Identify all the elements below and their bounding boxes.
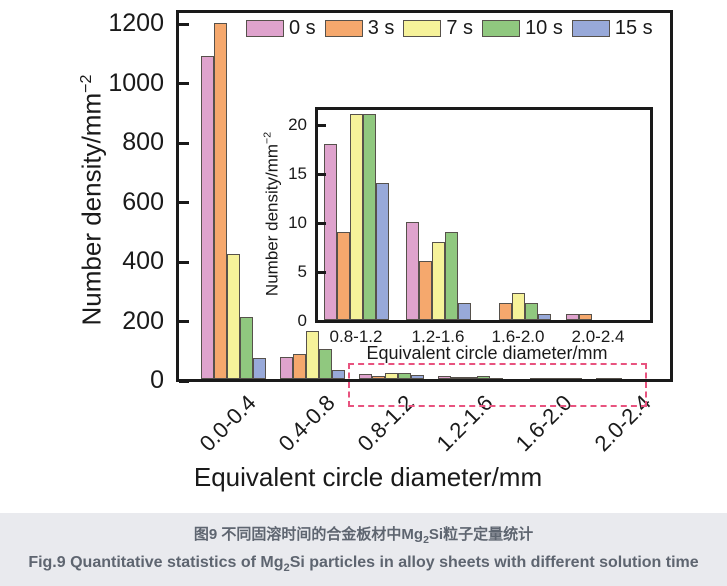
legend-item-15s: 15 s (571, 17, 653, 40)
bar-15s-1.2-1.6 (457, 303, 471, 320)
y-tick-mark (179, 201, 189, 204)
bar-3s-2.0-2.4 (578, 314, 592, 320)
bar-15s-0.8-1.2 (375, 182, 389, 320)
legend-swatch (571, 20, 610, 37)
y-tick-label: 0 (150, 366, 164, 394)
y-tick-label: 1000 (108, 68, 164, 97)
bar-7s-1.6-2.0 (511, 292, 525, 320)
bar-0s-0.8-1.2 (323, 143, 337, 320)
legend-swatch (246, 20, 284, 37)
caption-chinese-subscript: 2 (423, 534, 429, 546)
legend-item-0s: 0 s (246, 17, 316, 40)
bar-10s-1.2-1.6 (444, 231, 458, 320)
main-y-axis-label: Number density/mm−2 (77, 75, 108, 326)
y-tick-mark (318, 222, 326, 225)
y-tick-label: 600 (122, 187, 164, 216)
x-tick-label: 1.6-2.0 (491, 327, 545, 346)
bar-3s-1.2-1.6 (450, 377, 464, 380)
legend-swatch (482, 20, 521, 37)
y-tick-label: 10 (288, 212, 307, 232)
y-tick-mark (179, 141, 189, 145)
y-tick-mark (179, 82, 189, 85)
inset-y-axis-label-exponent: −2 (261, 131, 274, 144)
legend-label: 7 s (446, 17, 474, 39)
caption-english-text: Fig.9 Quantitative statistics of Mg (28, 553, 284, 571)
bar-10s-0.8-1.2 (397, 372, 411, 379)
inset-y-axis-label: Number density/mm−2 (262, 132, 283, 296)
bar-7s-0.8-1.2 (349, 114, 363, 320)
y-tick-mark (179, 379, 189, 383)
inset-x-axis-label: Equivalent circle diameter/mm (366, 343, 608, 363)
highlight-dashed-box (348, 363, 647, 407)
bar-3s-0.4-0.8 (292, 353, 306, 379)
x-tick-label: 0.8-1.2 (329, 327, 383, 346)
bar-0s-0.4-0.8 (279, 356, 293, 379)
y-tick-label: 200 (122, 306, 164, 335)
bar-3s-1.2-1.6 (418, 261, 432, 320)
y-tick-label: 0 (297, 310, 307, 330)
y-tick-mark (179, 22, 189, 26)
inset-y-axis-label-text: Number density/mm (262, 143, 282, 297)
bar-15s-0.4-0.8 (331, 370, 345, 379)
y-tick-mark (179, 260, 189, 264)
bar-7s-0.0-0.4 (226, 254, 240, 379)
legend-swatch (324, 20, 363, 37)
caption-english: Fig.9 Quantitative statistics of Mg2Si p… (0, 549, 727, 578)
bar-3s-0.8-1.2 (371, 376, 385, 379)
caption-english-subscript: 2 (283, 561, 290, 574)
caption-chinese-text-2: Si粒子定量统计 (428, 526, 534, 543)
main-y-axis-label-exponent: −2 (76, 74, 95, 93)
legend-label: 3 s (367, 17, 395, 39)
figure-9-chart: 0 200 400 600 800 1000 1200 0.0-0.4 0.4-0.8 0.8-1… (76, 9, 673, 492)
bar-7s-1.2-1.6 (431, 241, 445, 320)
y-tick-label: 20 (288, 114, 307, 134)
caption-english-text-2: Si particles in alloy sheets with differ… (289, 553, 699, 571)
y-tick-mark (318, 320, 326, 323)
y-tick-label: 15 (288, 163, 307, 183)
caption-chinese-text: 图9 不同固溶时间的合金板材中Mg (193, 526, 424, 543)
y-tick-mark (318, 271, 326, 274)
main-x-axis-label: Equivalent circle diameter/mm (193, 462, 543, 492)
y-tick-mark (179, 320, 189, 323)
legend-item-3s: 3 s (324, 17, 395, 40)
bar-7s-1.2-1.6 (463, 376, 477, 379)
bar-0s-1.2-1.6 (405, 222, 419, 320)
bar-7s-0.4-0.8 (305, 331, 319, 379)
bar-10s-0.8-1.2 (362, 114, 376, 320)
legend-label: 10 s (525, 17, 563, 39)
legend: 0 s 3 s 7 s 10 s 15 s (246, 17, 653, 40)
legend-item-7s: 7 s (403, 17, 473, 40)
bar-3s-0.8-1.2 (336, 231, 350, 320)
y-tick-label: 400 (122, 247, 164, 275)
legend-item-10s: 10 s (482, 17, 563, 40)
bar-0s-0.8-1.2 (358, 373, 372, 379)
caption-chinese: 图9 不同固溶时间的合金板材中Mg2Si粒子定量统计 (0, 524, 727, 549)
legend-label: 15 s (614, 17, 653, 39)
bar-10s-0.0-0.4 (239, 316, 253, 379)
bar-0s-0.0-0.4 (200, 56, 214, 379)
y-tick-mark (318, 173, 326, 176)
bar-0s-2.0-2.4 (565, 314, 579, 320)
bar-0s-1.2-1.6 (437, 376, 451, 379)
bar-10s-0.4-0.8 (318, 349, 332, 379)
bar-7s-0.8-1.2 (384, 372, 398, 379)
bar-15s-0.0-0.4 (252, 358, 266, 379)
caption: 图9 不同固溶时间的合金板材中Mg2Si粒子定量统计 Fig.9 Quantit… (0, 513, 727, 586)
bar-10s-1.6-2.0 (524, 303, 538, 320)
y-tick-label: 1200 (108, 9, 164, 37)
legend-label: 0 s (289, 17, 316, 39)
y-tick-label: 800 (122, 128, 164, 156)
bar-3s-0.0-0.4 (213, 23, 227, 379)
y-tick-label: 5 (297, 261, 307, 281)
bar-10s-1.2-1.6 (476, 376, 490, 379)
y-tick-mark (318, 124, 326, 127)
bar-15s-0.8-1.2 (410, 374, 424, 379)
bar-15s-1.6-2.0 (537, 314, 551, 320)
main-y-axis-label-text: Number density/mm (76, 92, 107, 326)
legend-swatch (403, 20, 442, 37)
bar-3s-1.6-2.0 (498, 303, 512, 320)
x-tick-label: 1.2-1.6 (411, 327, 465, 346)
x-tick-label: 2.0-2.4 (571, 327, 625, 346)
